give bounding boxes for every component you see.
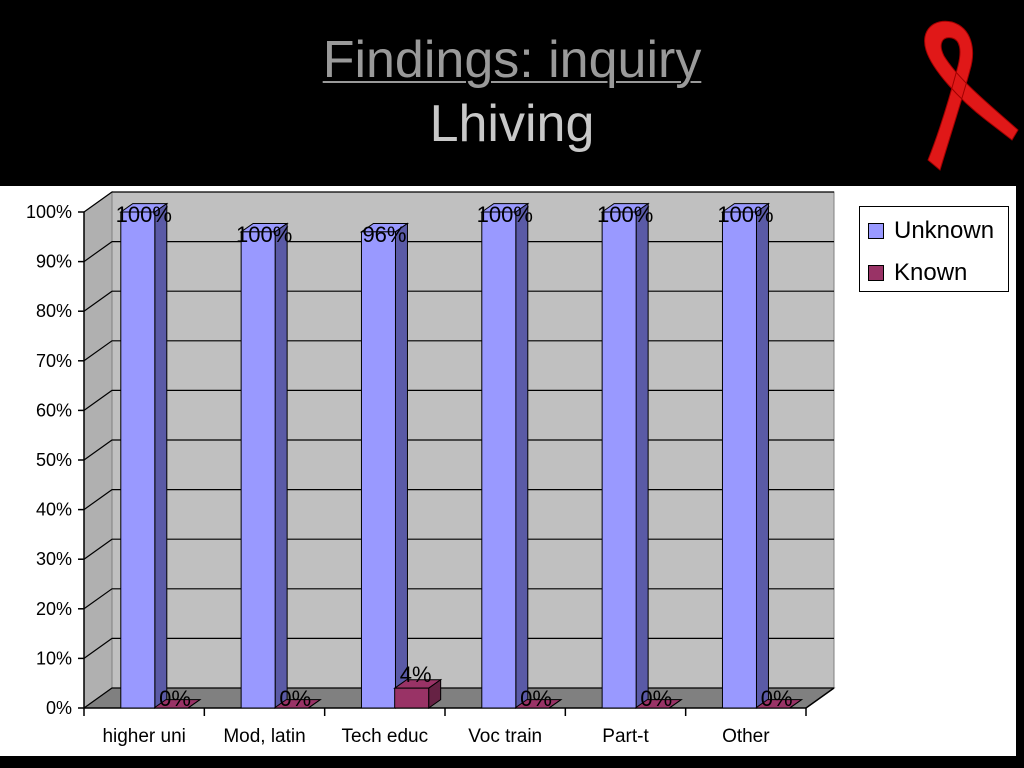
chart-panel: 0% 10% 20% 30% 40% 50% 60% 70% 80% 90% 100% 100% 0% h… [0,186,1016,756]
data-label-unknown: 100% [597,202,653,227]
y-tick-label: 0% [46,698,72,718]
bar-unknown-1-side [154,202,168,709]
bar-unknown-3 [359,222,410,709]
bar-known-2-side [308,699,321,709]
y-tick-label: 30% [36,549,72,569]
y-tick-label: 90% [36,252,72,272]
bar-unknown-4-front [481,211,517,709]
gridline [83,340,834,362]
gridline [83,439,834,461]
bar-known-2 [272,699,322,709]
slide-title[interactable]: Findings: inquiry [322,31,702,89]
bar-unknown-1 [119,202,169,709]
bar-known-5 [633,699,683,709]
data-label-unknown: 100% [116,202,172,227]
bar-unknown-5-front [601,211,637,709]
bar-known-3 [393,678,443,709]
data-label-unknown: 100% [236,222,292,247]
chart-legend: Unknown Known [859,206,1009,292]
legend-swatch-unknown [868,223,884,239]
data-label-known: 0% [159,686,191,711]
data-label-known: 0% [520,686,552,711]
bar-unknown-3-side [394,222,408,709]
x-tick-label: higher uni [102,726,185,747]
data-label-unknown: 96% [362,222,406,247]
bar-known-1 [152,699,202,709]
bar-known-3-front [394,687,430,709]
gridline [83,637,834,659]
x-tick-label: Voc train [468,726,542,747]
data-label-known: 0% [279,686,311,711]
floor-edge [805,687,835,709]
gridline [83,240,834,263]
x-tick-label: Part-t [602,726,649,747]
legend-item-known: Known [868,259,967,287]
data-label-unknown: 100% [477,202,533,227]
bar-known-6 [754,699,804,709]
bar-unknown-2 [239,222,289,709]
gridline [83,588,834,610]
bar-known-6-side [789,699,802,709]
slide-subtitle: Lhiving [429,95,595,153]
bar-unknown-2-side [274,222,288,709]
gridline [83,687,834,709]
y-tick-label: 70% [36,351,72,371]
bar-unknown-5-side [635,202,649,709]
bar-known-5-side [669,699,682,709]
y-tick-label: 20% [36,599,72,619]
data-label-known: 0% [640,686,672,711]
bar-unknown-6-side [755,202,769,709]
bar-unknown-4-side [515,202,529,709]
bar-known-4-side [548,699,562,709]
legend-item-unknown: Unknown [868,217,994,245]
y-tick-label: 50% [36,450,72,470]
data-label-known: 0% [761,686,793,711]
x-tick-label: Mod, latin [223,726,305,747]
legend-label-known: Known [894,259,968,286]
data-label-unknown: 100% [717,202,773,227]
slide-title-block: Findings: inquiry Lhiving [0,28,1024,156]
y-tick-label: 10% [36,648,72,668]
y-tick-label: 100% [26,202,72,222]
chart-floor [82,687,836,709]
bar-unknown-6-front [721,211,757,709]
bar-unknown-2-front [240,231,276,709]
legend-label-unknown: Unknown [894,217,995,244]
y-tick-label: 60% [36,400,72,420]
gridline [83,191,834,213]
gridline [83,290,834,312]
bar-chart: 0% 10% 20% 30% 40% 50% 60% 70% 80% 90% 100% 100% 0% h… [26,191,836,747]
data-label-known: 4% [400,662,432,687]
gridline [83,538,834,560]
x-tick-label: Tech educ [342,726,429,747]
red-awareness-ribbon-icon [924,20,1019,171]
bar-unknown-1-front [120,211,156,709]
y-tick-label: 80% [36,301,72,321]
legend-swatch-known [868,265,884,281]
x-tick-label: Other [722,726,770,747]
bar-unknown-4 [480,202,530,709]
bar-unknown-3-front [360,231,396,709]
gridline [83,489,834,511]
gridline [83,389,834,411]
bar-unknown-5 [600,202,650,709]
y-tick-label: 40% [36,500,72,520]
bar-known-1-side [187,699,201,709]
bar-unknown-6 [720,202,771,709]
bar-known-4 [513,699,563,709]
